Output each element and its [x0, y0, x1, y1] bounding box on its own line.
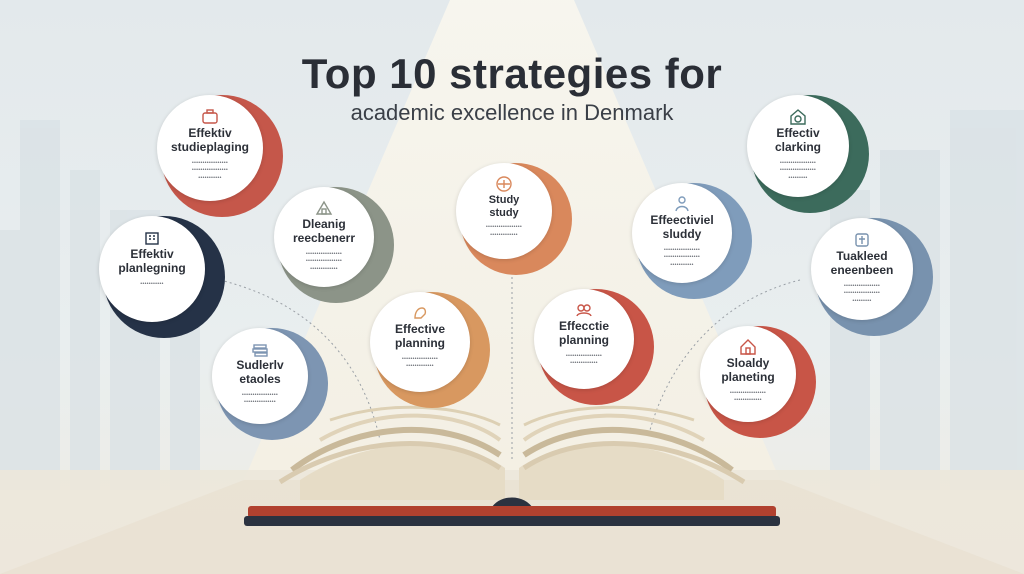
badge-description-line: ••••••••••• — [670, 261, 694, 268]
badge-description-line: ••••••••••••••••• — [565, 352, 603, 359]
badge-face: Effective planning ••••••••••••••••• ••••••… — [370, 292, 470, 392]
badge-label-line1: Effectiv — [776, 126, 820, 140]
books-icon — [250, 339, 270, 359]
strategy-badge-8: Effeectiviel sluddy ••••••••••••••••• •••••… — [632, 183, 752, 299]
strategy-badge-6: Effective planning ••••••••••••••••• ••••••… — [370, 292, 490, 408]
hand-icon — [410, 303, 430, 323]
badge-face: Effeectiviel sluddy ••••••••••••••••• •••••… — [632, 183, 732, 283]
building-icon — [142, 228, 162, 248]
badge-description-line: ••••••••••••• — [406, 363, 434, 370]
connector-left — [219, 279, 381, 441]
badge-description-line: ••••••••••••••••• — [779, 167, 817, 174]
connector-right — [649, 279, 801, 431]
badge-description-line: ••••••••• — [852, 297, 872, 304]
badge-description-line: ••••••••••• — [198, 174, 222, 181]
school-icon — [314, 198, 334, 218]
subtitle: academic excellence in Denmark — [350, 100, 674, 125]
badge-description-line: ••••••••••••••••• — [843, 290, 881, 297]
badge-face: Effecctie planning ••••••••••••••••• ••••••… — [534, 289, 634, 389]
badge-face: Effektiv planlegning ••••••••••• — [99, 216, 205, 322]
badge-label-line1: Effective — [394, 322, 446, 336]
badge-description-line: ••••••••••••••••• — [191, 159, 229, 166]
badge-label-line2: studieplaging — [171, 139, 249, 154]
badge-description-line: ••••••••••• — [140, 280, 164, 287]
badge-label-line1: Dleanig — [302, 217, 346, 231]
team-icon — [574, 300, 594, 320]
badge-label-line1: Tuakleed — [836, 249, 888, 263]
badge-description-line: ••••••••••••• — [490, 231, 518, 238]
strategy-badge-7: Effecctie planning ••••••••••••••••• ••••••… — [534, 289, 654, 405]
badge-description-line: ••••••••••••••••• — [729, 389, 767, 396]
badge-description-line: ••••••••••••••••• — [241, 391, 279, 398]
badge-label-line2: planning — [559, 332, 609, 347]
badge-label-line2: clarking — [774, 139, 822, 154]
badge-description-line: ••••••••••••••••• — [663, 246, 701, 253]
globe-icon — [788, 107, 808, 127]
badge-label-line2: sluddy — [662, 226, 702, 241]
badge-description-line: ••••••••••••••••• — [485, 224, 523, 231]
strategy-badge-4: Dleanig reecbenerr ••••••••••••••••• ••••••… — [274, 187, 394, 303]
strategy-badge-3: Sudlerlv etaoles ••••••••••••••••• ••••••••… — [212, 328, 328, 440]
house-icon — [738, 337, 758, 357]
book-cover — [248, 506, 776, 518]
badge-description-line: ••••••••••••••••• — [191, 167, 229, 174]
briefcase-icon — [200, 107, 220, 127]
badge-face: Sloaldy planeting ••••••••••••••••• •••••••… — [700, 326, 796, 422]
badge-label-line1: Effecctie — [558, 319, 610, 333]
strategy-badge-5: Study study ••••••••••••••••• ••••••••••••• — [456, 163, 572, 275]
main-title: Top 10 strategies for — [301, 50, 723, 97]
strategy-badge-1: Effektiv studieplaging ••••••••••••••••• ••… — [157, 95, 283, 217]
badge-description-line: ••••••••••••••••• — [663, 254, 701, 261]
badge-face: Tuakleed eneenbeen ••••••••••••••••• ••••••… — [811, 218, 913, 320]
strategy-badge-9: Effectiv clarking ••••••••••••••••• •••••••… — [747, 95, 869, 213]
badge-label-line1: Sloaldy — [726, 356, 770, 370]
compass-icon — [494, 174, 514, 194]
badge-description-line: ••••••••• — [788, 174, 808, 181]
badge-label-line1: Effeectiviel — [650, 213, 714, 227]
badge-description-line: ••••••••••••••••• — [305, 258, 343, 265]
badge-label-line1: Sudlerlv — [236, 358, 284, 372]
badge-face: Dleanig reecbenerr ••••••••••••••••• ••••••… — [274, 187, 374, 287]
badge-label-line1: Study — [488, 194, 520, 206]
badge-description-line: ••••••••••••••••• — [779, 159, 817, 166]
badge-description-line: ••••••••••••• — [734, 397, 762, 404]
skyline-right — [830, 110, 1024, 490]
person-icon — [672, 194, 692, 214]
certificate-icon — [852, 230, 872, 250]
badge-description-line: ••••••••••••••• — [244, 399, 276, 406]
badge-label-line2: eneenbeen — [830, 262, 894, 277]
badge-description-line: ••••••••••••••••• — [843, 282, 881, 289]
badge-label-line2: planeting — [721, 369, 775, 384]
strategy-badge-10: Tuakleed eneenbeen ••••••••••••••••• ••••••… — [811, 218, 933, 336]
book-left-pages — [278, 405, 505, 500]
badge-face: Effectiv clarking ••••••••••••••••• •••••••… — [747, 95, 849, 197]
badge-face: Effektiv studieplaging ••••••••••••••••• ••… — [157, 95, 263, 201]
badge-description-line: ••••••••••••••••• — [401, 355, 439, 362]
badge-label-line2: etaoles — [239, 371, 281, 386]
badge-label-line2: planning — [395, 335, 445, 350]
badge-description-line: ••••••••••••• — [310, 265, 338, 272]
book-right-pages — [519, 405, 746, 500]
badge-label-line2: planlegning — [118, 260, 186, 275]
book-base — [244, 516, 780, 526]
badge-label-line2: study — [489, 206, 519, 219]
badge-description-line: ••••••••••••• — [570, 360, 598, 367]
badge-description-line: ••••••••••••••••• — [305, 250, 343, 257]
badge-label-line1: Effektiv — [130, 247, 174, 261]
strategy-badge-11: Sloaldy planeting ••••••••••••••••• •••••••… — [700, 326, 816, 438]
badge-label-line1: Effektiv — [188, 126, 232, 140]
badge-face: Sudlerlv etaoles ••••••••••••••••• ••••••••… — [212, 328, 308, 424]
badge-label-line2: reecbenerr — [292, 230, 356, 245]
badge-face: Study study ••••••••••••••••• ••••••••••••• — [456, 163, 552, 259]
strategy-badge-2: Effektiv planlegning ••••••••••• — [99, 216, 225, 338]
